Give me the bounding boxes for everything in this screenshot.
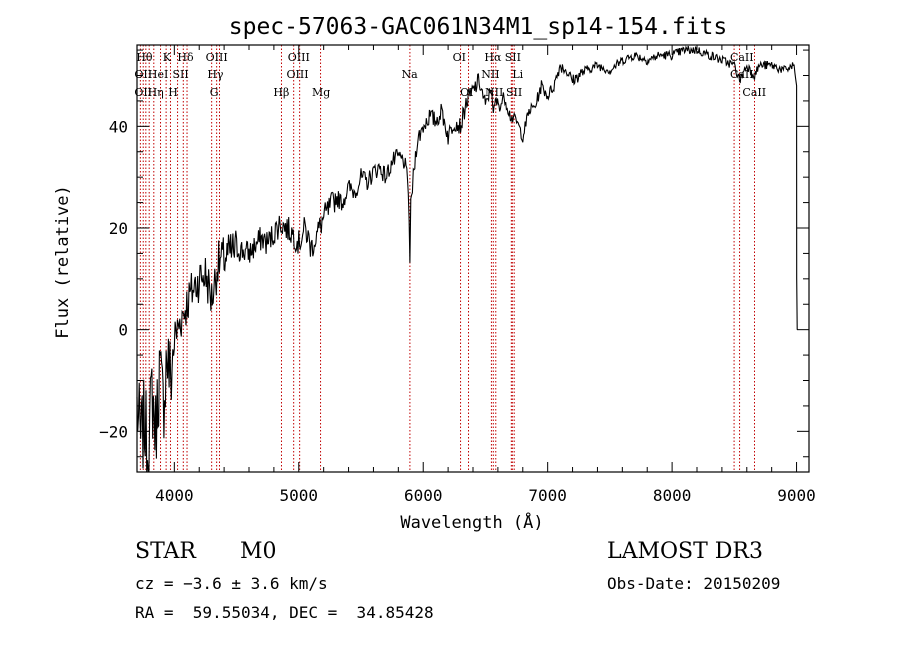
line-label: SII (172, 68, 188, 81)
line-label: OIII (288, 51, 310, 64)
x-axis-label: Wavelength (Å) (400, 511, 543, 533)
line-label: Hθ (136, 51, 153, 64)
y-tick-label: 20 (109, 219, 128, 238)
object-subclass: M0 (240, 539, 277, 564)
observation-date: Obs-Date: 20150209 (607, 574, 781, 593)
line-label: OI (453, 51, 466, 64)
line-label: Hδ (177, 51, 194, 64)
y-tick-label: −20 (99, 422, 128, 441)
line-label: H (168, 86, 178, 99)
y-tick-label: 0 (118, 321, 128, 340)
line-label: Hγ (207, 68, 224, 81)
x-tick-label: 8000 (653, 486, 692, 505)
chart-title: spec-57063-GAC061N34M1_sp14-154.fits (229, 14, 728, 40)
y-tick-label: 40 (109, 117, 128, 136)
line-label: NII (481, 68, 499, 81)
x-tick-label: 4000 (155, 486, 194, 505)
line-label: Hα (484, 51, 502, 64)
x-tick-label: 5000 (280, 486, 319, 505)
line-label: HeI (148, 68, 168, 81)
line-label: CaII (742, 86, 766, 99)
plot-frame (136, 44, 810, 473)
line-label: OIII (206, 51, 228, 64)
x-tick-label: 9000 (777, 486, 816, 505)
line-label: Hη (148, 86, 164, 99)
line-label: OIII (287, 68, 309, 81)
axis-tick-labels: 4000 5000 6000 7000 8000 9000 −20 0 20 40 (99, 117, 816, 505)
line-label: SII (505, 51, 521, 64)
line-label: Hβ (273, 86, 289, 99)
survey-name: LAMOST DR3 (607, 539, 763, 564)
line-label: K (163, 51, 172, 64)
line-label: Na (401, 68, 418, 81)
line-label: SII (506, 86, 522, 99)
axis-ticks (137, 45, 809, 472)
y-axis-label: Flux (relative) (53, 185, 73, 339)
line-label: G (210, 86, 219, 99)
spectral-line-markers (139, 45, 755, 472)
object-type: STAR (135, 539, 196, 564)
line-label: Mg (312, 86, 330, 99)
line-label: NII (485, 86, 503, 99)
line-label: Li (512, 68, 523, 81)
line-label: OII (134, 68, 152, 81)
redshift-velocity: cz = −3.6 ± 3.6 km/s (135, 574, 328, 593)
sky-coordinates: RA = 59.55034, DEC = 34.85428 (135, 603, 434, 622)
spectrum-line (136, 45, 798, 473)
line-label: OII (134, 86, 152, 99)
x-tick-label: 7000 (528, 486, 567, 505)
line-label: CaII (730, 51, 754, 64)
x-tick-label: 6000 (404, 486, 443, 505)
